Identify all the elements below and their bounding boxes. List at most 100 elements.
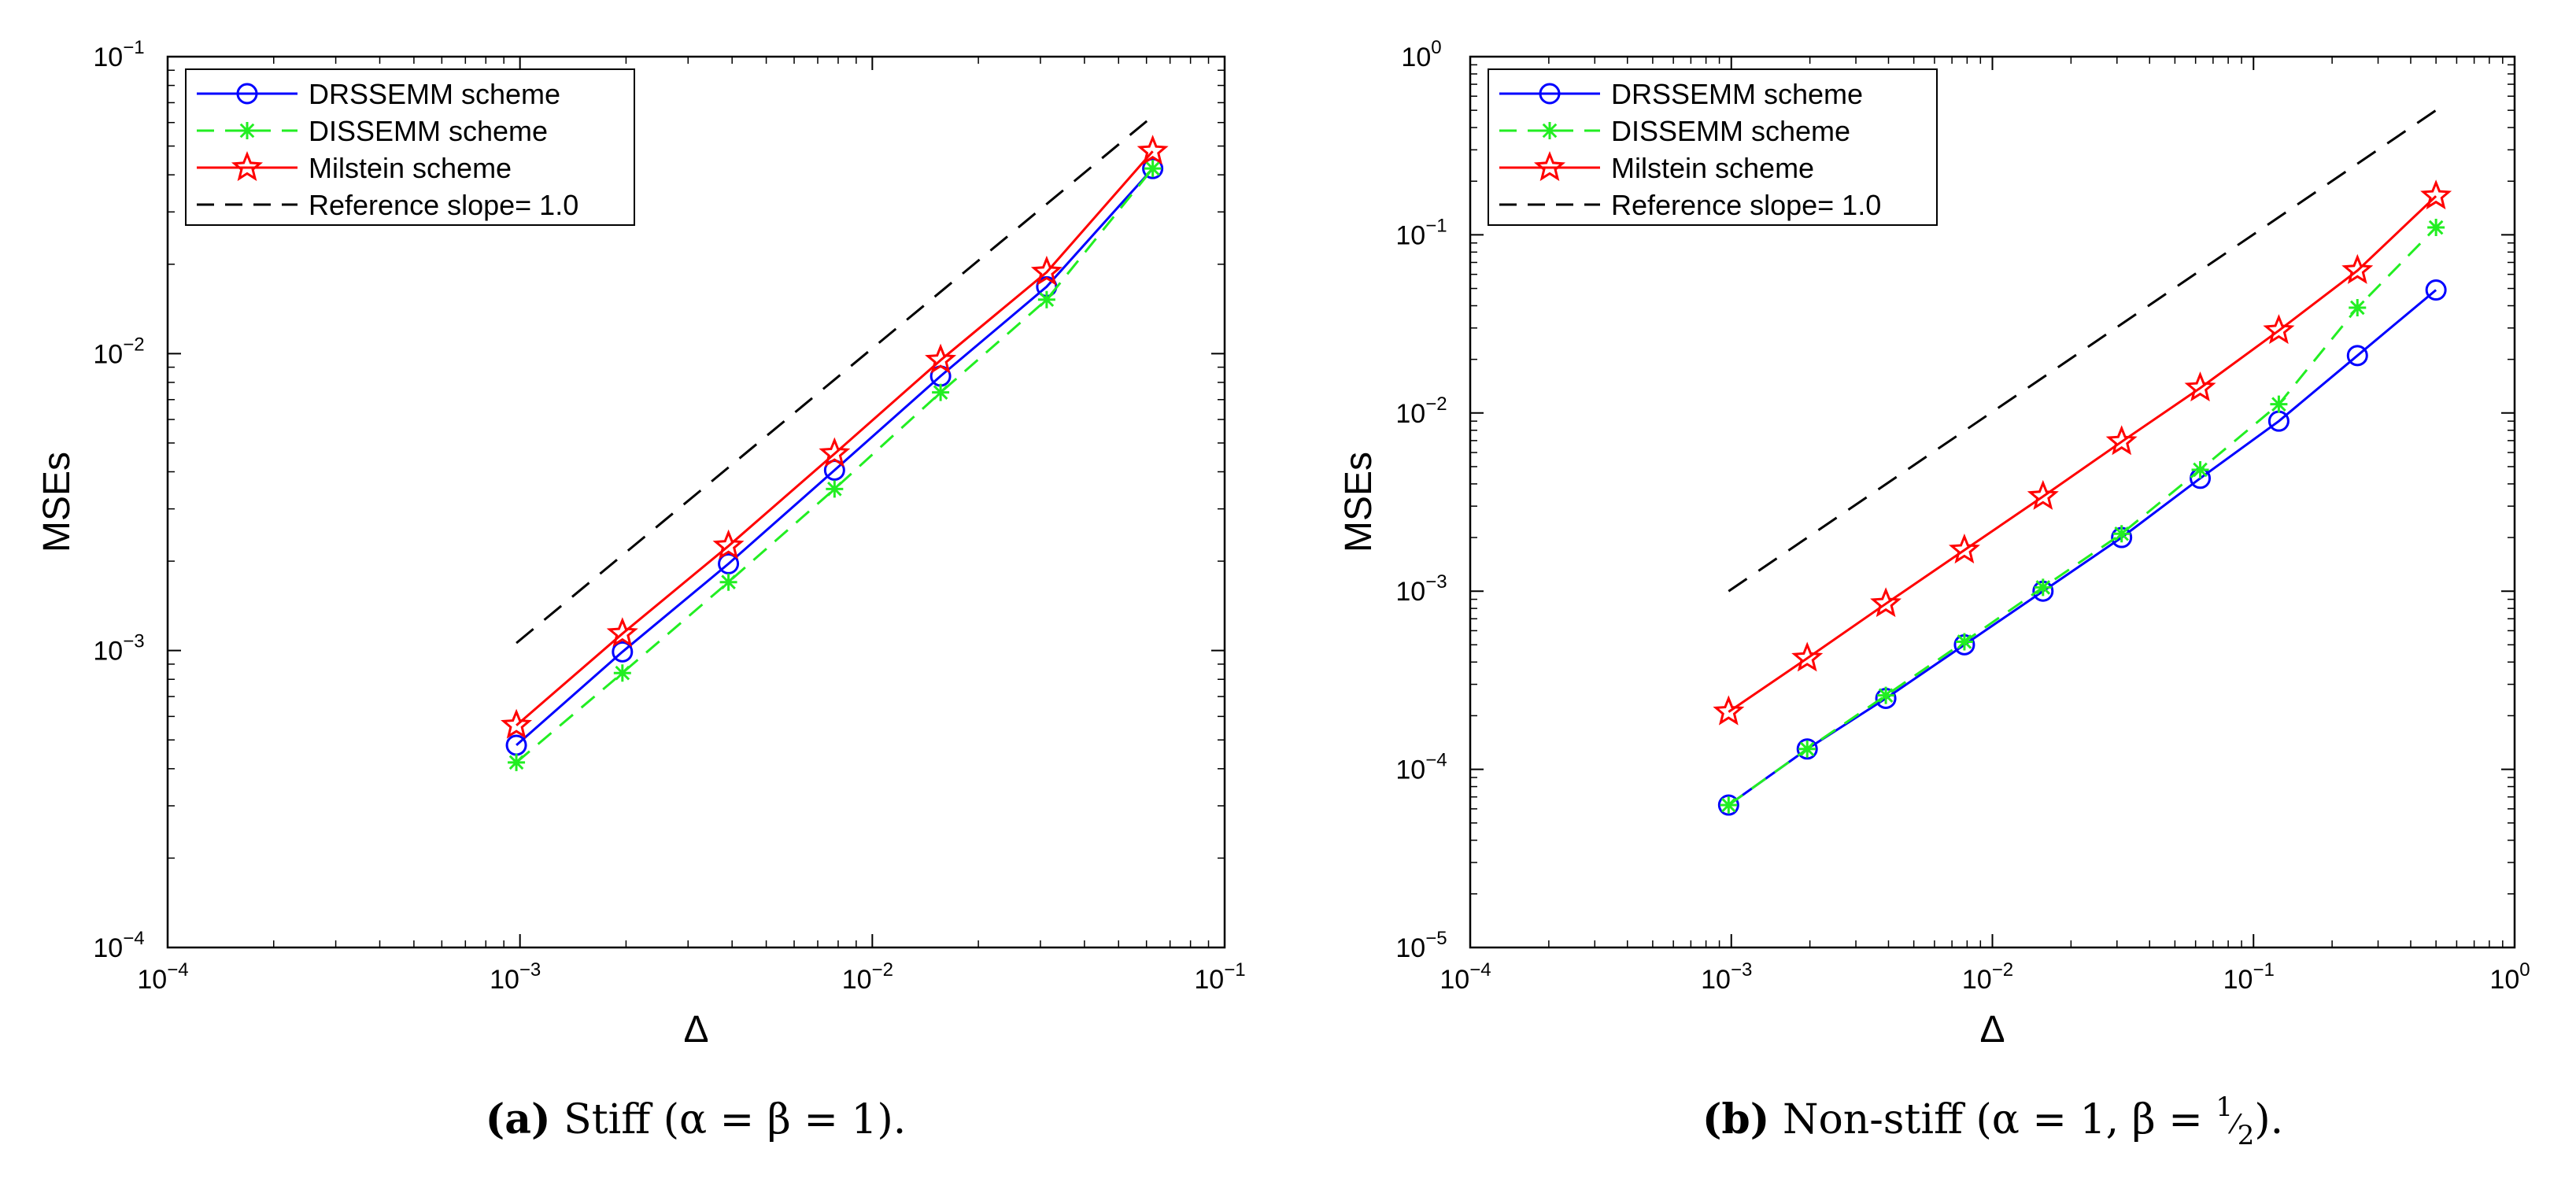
y-tick-base: 10 xyxy=(1401,42,1431,72)
y-tick-base: 10 xyxy=(93,42,123,72)
legend-label: DISSEMM scheme xyxy=(1611,115,1850,147)
y-tick-base: 10 xyxy=(93,637,123,667)
data-point xyxy=(1870,587,1902,618)
data-point xyxy=(1720,796,1738,814)
data-point xyxy=(2112,525,2131,543)
y-tick-label: 10−5 xyxy=(1395,928,1447,963)
series-dissemm-scheme xyxy=(1720,219,2445,814)
y-tick-exponent: −1 xyxy=(123,37,144,58)
data-point xyxy=(606,617,638,648)
y-tick-exponent: −5 xyxy=(1425,928,1447,949)
x-tick-label: 10−1 xyxy=(2223,959,2275,995)
legend: DRSSEMM scheme DISSEMM scheme Milstein sch… xyxy=(185,68,635,226)
series-reference-slope-1-0 xyxy=(516,115,1154,645)
data-point xyxy=(719,573,737,591)
x-tick-exponent: −2 xyxy=(1992,959,2013,981)
x-tick-base: 10 xyxy=(1440,965,1469,995)
data-point xyxy=(1030,255,1063,286)
legend-marker xyxy=(236,83,258,105)
y-tick-base: 10 xyxy=(1395,399,1425,429)
series-milstein-scheme xyxy=(501,135,1169,739)
y-tick-label: 100 xyxy=(1401,37,1441,72)
legend: DRSSEMM scheme DISSEMM scheme Milstein sch… xyxy=(1488,68,1938,226)
y-axis-label: MSEs xyxy=(36,452,78,552)
caption-text: Stiff (α = β = 1). xyxy=(564,1096,906,1143)
y-tick-label: 10−1 xyxy=(93,37,144,72)
data-point xyxy=(2027,479,2059,510)
x-tick-exponent: −3 xyxy=(1731,959,1752,981)
y-tick-exponent: −4 xyxy=(1425,750,1447,771)
caption-frac-den: 2 xyxy=(2238,1120,2255,1151)
data-point xyxy=(2420,179,2452,210)
legend-label: DRSSEMM scheme xyxy=(1611,78,1863,110)
x-tick-exponent: −1 xyxy=(1224,959,1245,981)
series-line xyxy=(1728,195,2437,713)
data-point xyxy=(819,437,851,467)
series-dissemm-scheme xyxy=(508,160,1162,771)
caption-text: Non-stiff (α = 1, β = xyxy=(1783,1096,2216,1143)
legend-box xyxy=(185,68,635,226)
data-point xyxy=(2105,425,2138,456)
y-tick-label: 10−4 xyxy=(93,928,144,963)
data-point xyxy=(2427,219,2445,237)
series-milstein-scheme xyxy=(1713,179,2452,726)
x-tick-base: 10 xyxy=(1962,965,1992,995)
x-tick-base: 10 xyxy=(1194,965,1224,995)
legend-marker xyxy=(1533,150,1566,182)
caption-label: (b) xyxy=(1702,1095,1770,1143)
minor-ticks xyxy=(1470,57,2515,947)
x-tick-base: 10 xyxy=(137,965,167,995)
figure-caption: (b) Non-stiff (α = 1, β = 1⁄2). xyxy=(1702,1092,2283,1151)
data-point xyxy=(712,529,745,560)
data-point xyxy=(2341,253,2374,284)
y-tick-label: 10−3 xyxy=(93,631,144,667)
caption-label: (a) xyxy=(486,1095,551,1143)
series-line xyxy=(516,115,1154,645)
data-point xyxy=(613,664,631,682)
x-tick-label: 10−1 xyxy=(1194,959,1245,995)
x-tick-exponent: 0 xyxy=(2519,959,2530,981)
data-point xyxy=(2191,460,2209,478)
caption-space xyxy=(1769,1096,1783,1143)
legend-label: DISSEMM scheme xyxy=(309,115,548,147)
series-line xyxy=(1728,226,2437,807)
x-tick-label: 10−4 xyxy=(137,959,188,995)
caption-text-end: ). xyxy=(2254,1096,2283,1143)
data-point xyxy=(2034,578,2052,597)
data-point xyxy=(501,708,532,739)
x-tick-label: 10−2 xyxy=(842,959,893,995)
x-tick-label: 100 xyxy=(2489,959,2530,995)
figure-caption: (a) Stiff (α = β = 1). xyxy=(486,1095,907,1143)
data-point xyxy=(1877,686,1895,704)
legend-marker xyxy=(231,150,264,182)
legend-marker xyxy=(1539,83,1561,105)
data-point xyxy=(508,753,526,771)
data-point xyxy=(1142,157,1164,179)
legend-marker xyxy=(1541,122,1558,139)
x-tick-exponent: −1 xyxy=(2253,959,2274,981)
data-point xyxy=(2270,395,2288,413)
x-tick-exponent: −4 xyxy=(167,959,188,981)
x-tick-exponent: −3 xyxy=(519,959,541,981)
x-tick-label: 10−2 xyxy=(1962,959,2013,995)
x-tick-label: 10−3 xyxy=(490,959,541,995)
legend-label: Reference slope= 1.0 xyxy=(1611,189,1881,221)
y-tick-base: 10 xyxy=(1395,933,1425,963)
data-point xyxy=(932,383,950,401)
legend-label: Milstein scheme xyxy=(309,152,512,184)
x-tick-base: 10 xyxy=(2223,965,2253,995)
y-tick-base: 10 xyxy=(1395,755,1425,785)
caption-space xyxy=(551,1096,564,1143)
x-tick-exponent: −2 xyxy=(872,959,893,981)
series-line xyxy=(516,150,1154,726)
y-tick-label: 10−3 xyxy=(1395,571,1447,607)
x-axis-label: Δ xyxy=(683,1009,708,1051)
y-tick-base: 10 xyxy=(93,933,123,963)
legend-label: Milstein scheme xyxy=(1611,152,1814,184)
legend-label: DRSSEMM scheme xyxy=(309,78,560,110)
x-tick-base: 10 xyxy=(490,965,519,995)
y-tick-label: 10−2 xyxy=(1395,393,1447,429)
caption-frac-num: 1 xyxy=(2216,1092,2233,1123)
series-line xyxy=(1728,289,2437,807)
